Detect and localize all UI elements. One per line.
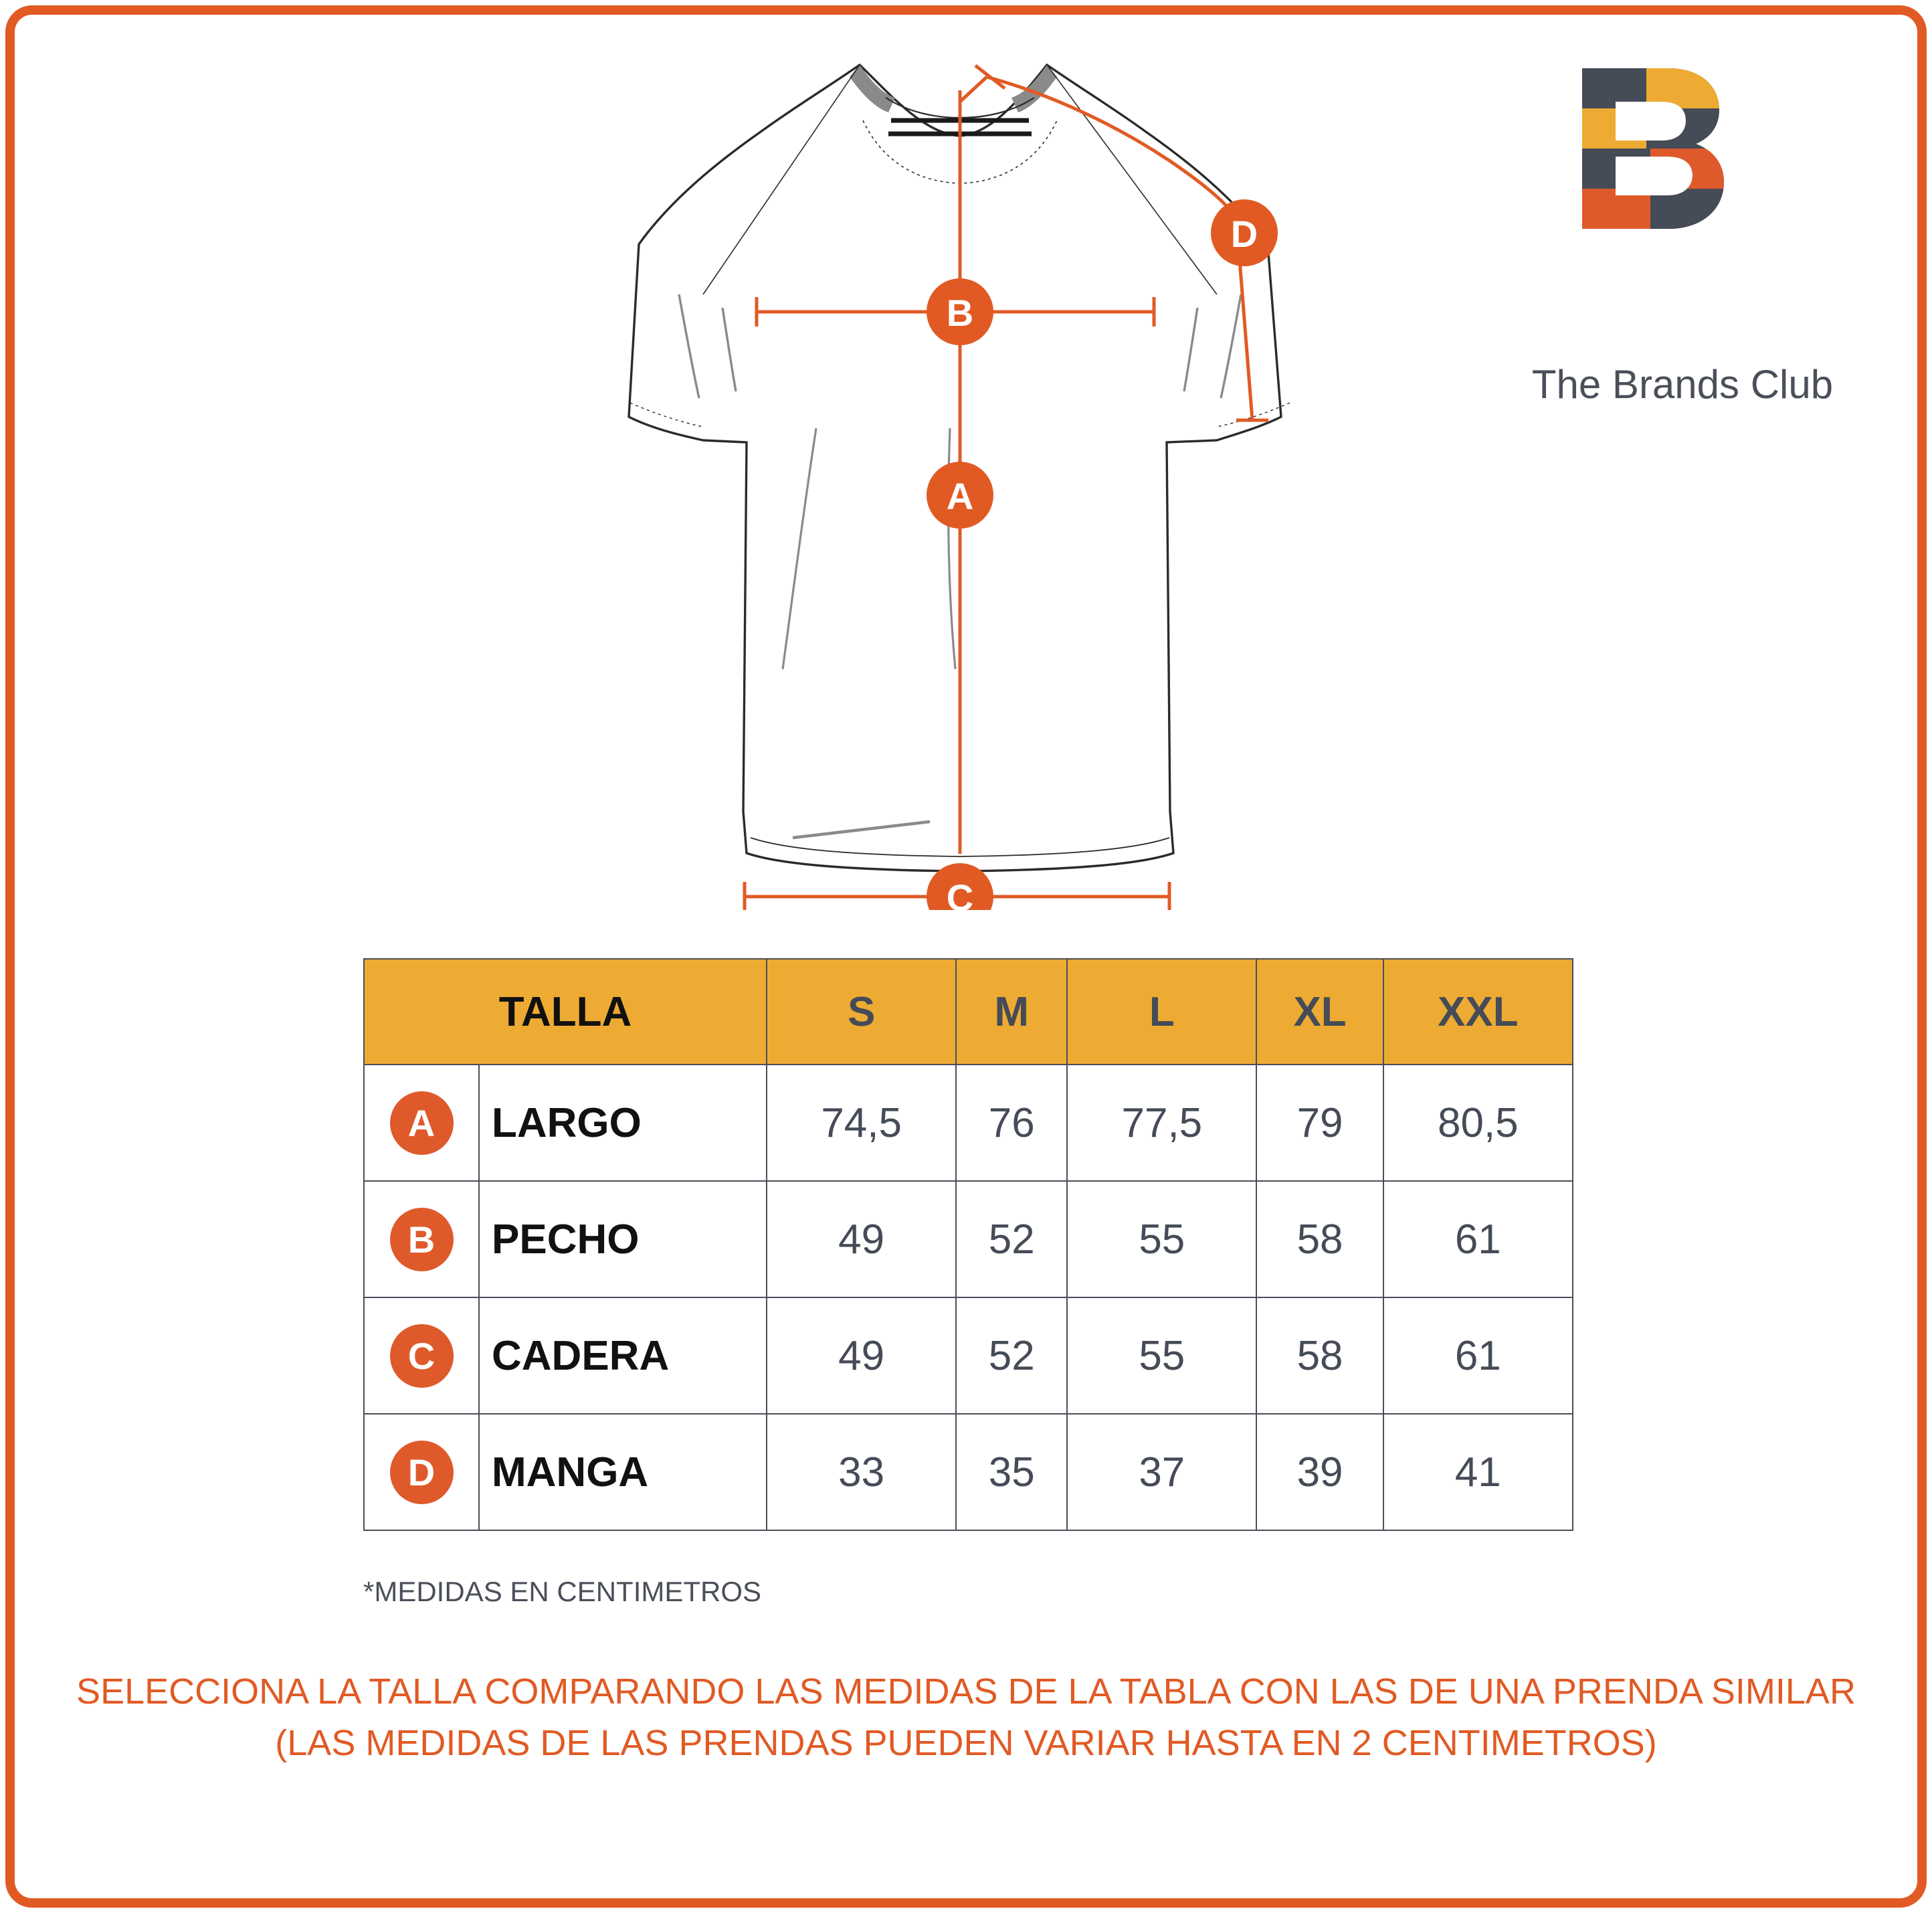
svg-text:A: A — [947, 475, 973, 517]
svg-text:D: D — [1231, 213, 1258, 255]
svg-text:B: B — [947, 292, 973, 334]
svg-text:C: C — [947, 877, 973, 910]
